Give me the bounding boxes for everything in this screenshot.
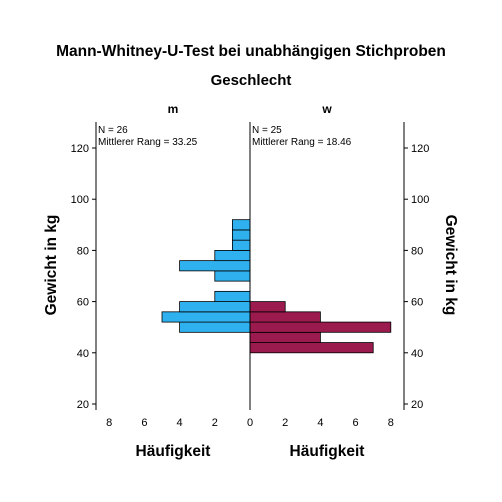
- bar-m-5: [179, 260, 251, 272]
- bar-w-3: [249, 311, 321, 323]
- x-tick-label-right-3: 2: [282, 417, 288, 429]
- chart-subtitle: Geschlecht: [211, 72, 292, 89]
- x-tick-label-right-2: 4: [317, 417, 323, 429]
- y-tick-label-left-3: 80: [77, 245, 89, 257]
- x-tick-label-left-3: 2: [212, 417, 218, 429]
- bar-m-4: [214, 270, 251, 282]
- bar-m-1: [161, 311, 251, 323]
- bar-m-6: [214, 249, 251, 262]
- stats-n-w: N = 25: [252, 125, 282, 136]
- stats-rank-w: Mittlerer Rang = 18.46: [252, 137, 352, 148]
- y-tick-label-left-0: 20: [77, 399, 89, 411]
- x-tick-label-left-1: 6: [141, 417, 147, 429]
- x-ticks-group: 8 8 6 6 4 4 2 2 0: [106, 417, 394, 429]
- y-tick-label-left-2: 60: [77, 297, 89, 309]
- x-tick-label-right-0: 8: [388, 417, 394, 429]
- y-tick-label-left-5: 120: [71, 143, 89, 155]
- bar-m-3: [214, 290, 251, 302]
- y-tick-label-right-3: 80: [411, 245, 423, 257]
- y-tick-label-right-4: 100: [411, 194, 429, 206]
- bar-m-0: [179, 321, 251, 333]
- panel-label-m: m: [168, 102, 179, 116]
- bar-m-9: [231, 219, 251, 231]
- x-axis-title-right: Häufigkeit: [290, 443, 365, 460]
- x-tick-label-left-2: 4: [177, 417, 183, 429]
- x-tick-label-left-0: 8: [106, 417, 112, 429]
- bar-w-4: [249, 301, 286, 313]
- bar-w-2: [249, 321, 392, 333]
- y-tick-label-right-2: 60: [411, 297, 423, 309]
- y-axis-title-left: Gewicht in kg: [43, 215, 60, 316]
- bar-m-2: [179, 301, 251, 313]
- y-ticks-group: 20 20 40 40 60 60 80 80 100 100 120 120: [71, 143, 430, 411]
- chart-title: Mann-Whitney-U-Test bei unabhängigen Sti…: [56, 43, 446, 60]
- x-tick-label-left-4: 0: [247, 417, 253, 429]
- bars-group: [161, 219, 392, 354]
- panel-label-w: w: [321, 102, 332, 116]
- bar-m-8: [231, 229, 251, 241]
- y-tick-label-right-1: 40: [411, 348, 423, 360]
- y-tick-label-left-1: 40: [77, 348, 89, 360]
- bar-m-7: [231, 239, 251, 251]
- y-axis-title-right: Gewicht in kg: [442, 215, 459, 316]
- stats-n-m: N = 26: [98, 125, 128, 136]
- x-tick-label-right-1: 6: [353, 417, 359, 429]
- y-tick-label-right-5: 120: [411, 143, 429, 155]
- y-tick-label-left-4: 100: [71, 194, 89, 206]
- bar-w-1: [249, 331, 321, 343]
- bar-w-0: [249, 342, 374, 354]
- y-tick-label-right-0: 20: [411, 399, 423, 411]
- x-axis-title-left: Häufigkeit: [136, 443, 211, 460]
- stats-rank-m: Mittlerer Rang = 33.25: [98, 137, 198, 148]
